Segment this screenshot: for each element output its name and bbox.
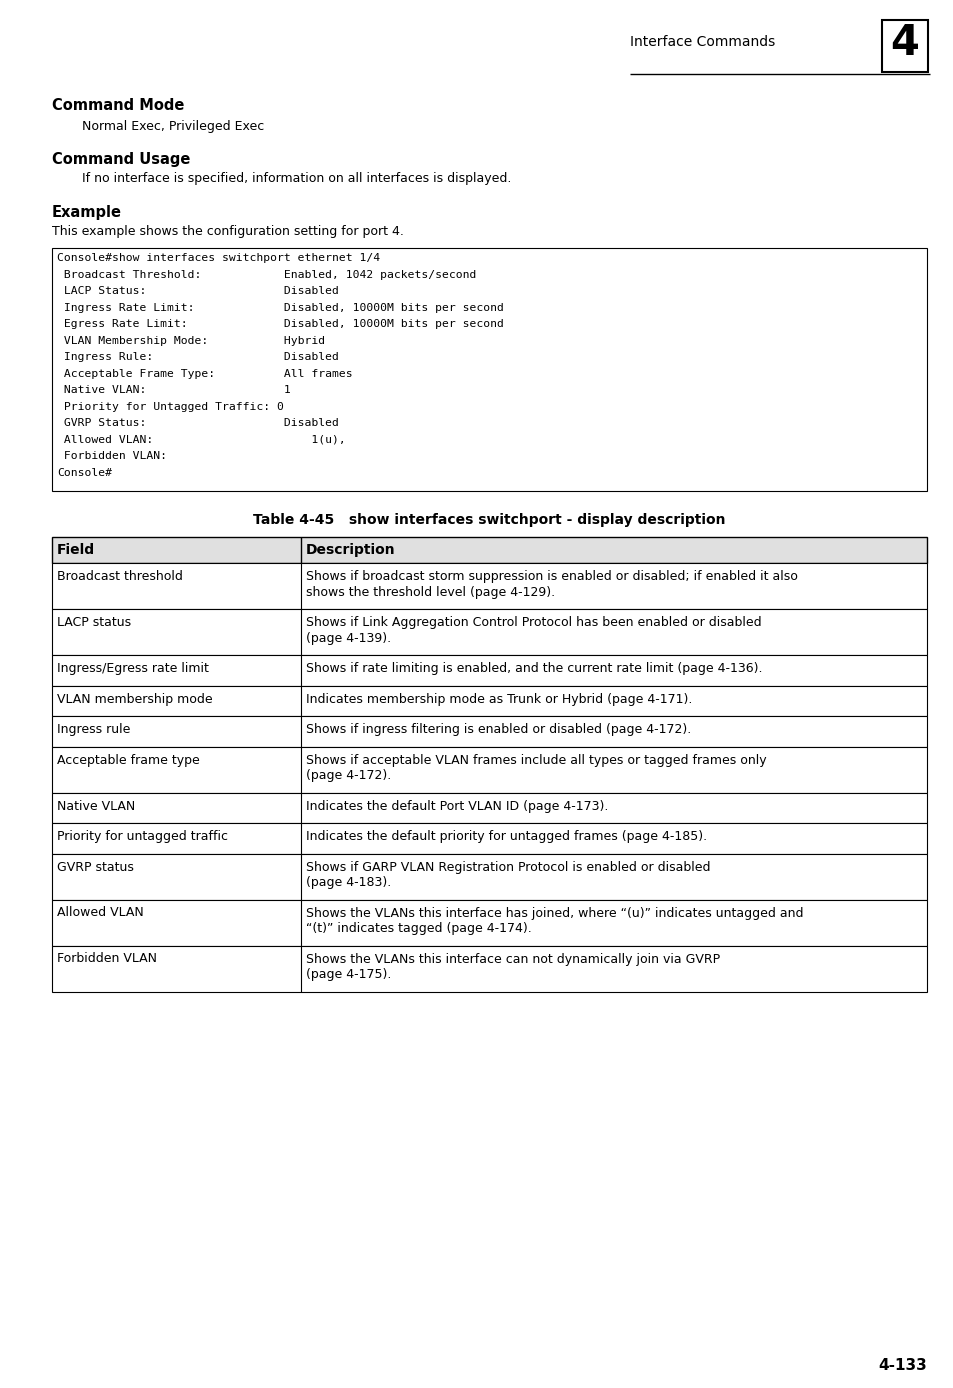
Bar (52, 564, 926, 609)
Bar (52, 899, 926, 945)
Text: LACP Status:                    Disabled: LACP Status: Disabled (57, 286, 338, 296)
Text: Ingress/Egress rate limit: Ingress/Egress rate limit (57, 662, 209, 675)
Text: shows the threshold level (page 4-129).: shows the threshold level (page 4-129). (306, 586, 555, 598)
Text: VLAN Membership Mode:           Hybrid: VLAN Membership Mode: Hybrid (57, 336, 325, 346)
Text: Indicates the default Port VLAN ID (page 4-173).: Indicates the default Port VLAN ID (page… (306, 799, 608, 812)
Text: Indicates membership mode as Trunk or Hybrid (page 4-171).: Indicates membership mode as Trunk or Hy… (306, 693, 692, 705)
Text: Console#: Console# (57, 468, 112, 477)
Text: Command Usage: Command Usage (52, 153, 191, 167)
Text: Forbidden VLAN:: Forbidden VLAN: (57, 451, 167, 461)
Text: Shows if broadcast storm suppression is enabled or disabled; if enabled it also: Shows if broadcast storm suppression is … (306, 570, 797, 583)
Text: This example shows the configuration setting for port 4.: This example shows the configuration set… (52, 225, 403, 237)
Text: GVRP status: GVRP status (57, 861, 133, 873)
Text: Description: Description (306, 543, 395, 557)
Text: Indicates the default priority for untagged frames (page 4-185).: Indicates the default priority for untag… (306, 830, 706, 843)
Text: Command Mode: Command Mode (52, 99, 184, 112)
Text: Ingress rule: Ingress rule (57, 723, 131, 736)
Text: Priority for untagged traffic: Priority for untagged traffic (57, 830, 228, 843)
Text: Example: Example (52, 205, 122, 221)
Text: Egress Rate Limit:              Disabled, 10000M bits per second: Egress Rate Limit: Disabled, 10000M bits… (57, 319, 503, 329)
Bar (52, 686, 926, 716)
Text: Shows if rate limiting is enabled, and the current rate limit (page 4-136).: Shows if rate limiting is enabled, and t… (306, 662, 761, 675)
Bar (52, 655, 926, 686)
Text: Allowed VLAN: Allowed VLAN (57, 906, 144, 919)
Text: Ingress Rate Limit:             Disabled, 10000M bits per second: Ingress Rate Limit: Disabled, 10000M bit… (57, 303, 503, 312)
Text: Broadcast threshold: Broadcast threshold (57, 570, 183, 583)
Text: (page 4-139).: (page 4-139). (306, 632, 391, 644)
Text: Field: Field (57, 543, 95, 557)
Text: Native VLAN: Native VLAN (57, 799, 135, 812)
Text: Shows the VLANs this interface has joined, where “(u)” indicates untagged and: Shows the VLANs this interface has joine… (306, 906, 802, 919)
Text: (page 4-175).: (page 4-175). (306, 967, 391, 981)
Bar (52, 537, 926, 564)
Text: “(t)” indicates tagged (page 4-174).: “(t)” indicates tagged (page 4-174). (306, 922, 531, 936)
Bar (882, 19, 927, 72)
Text: Table 4-45   show interfaces switchport - display description: Table 4-45 show interfaces switchport - … (253, 514, 725, 527)
Text: LACP status: LACP status (57, 616, 131, 629)
Text: Shows if ingress filtering is enabled or disabled (page 4-172).: Shows if ingress filtering is enabled or… (306, 723, 691, 736)
Bar (52, 793, 926, 823)
Text: Forbidden VLAN: Forbidden VLAN (57, 952, 157, 966)
Text: (page 4-183).: (page 4-183). (306, 876, 391, 888)
Text: Broadcast Threshold:            Enabled, 1042 packets/second: Broadcast Threshold: Enabled, 1042 packe… (57, 269, 476, 279)
Text: VLAN membership mode: VLAN membership mode (57, 693, 213, 705)
Text: (page 4-172).: (page 4-172). (306, 769, 391, 781)
Text: GVRP Status:                    Disabled: GVRP Status: Disabled (57, 418, 338, 428)
Bar (52, 854, 926, 899)
Text: Priority for Untagged Traffic: 0: Priority for Untagged Traffic: 0 (57, 401, 284, 411)
Bar (52, 823, 926, 854)
Bar (52, 945, 926, 991)
Text: Acceptable frame type: Acceptable frame type (57, 754, 199, 766)
Text: Shows if GARP VLAN Registration Protocol is enabled or disabled: Shows if GARP VLAN Registration Protocol… (306, 861, 710, 873)
Text: Acceptable Frame Type:          All frames: Acceptable Frame Type: All frames (57, 368, 353, 379)
Bar (52, 609, 926, 655)
Text: 4: 4 (890, 22, 919, 64)
Text: If no interface is specified, information on all interfaces is displayed.: If no interface is specified, informatio… (82, 172, 511, 185)
Text: Shows if Link Aggregation Control Protocol has been enabled or disabled: Shows if Link Aggregation Control Protoc… (306, 616, 760, 629)
Text: Shows if acceptable VLAN frames include all types or tagged frames only: Shows if acceptable VLAN frames include … (306, 754, 766, 766)
Text: Shows the VLANs this interface can not dynamically join via GVRP: Shows the VLANs this interface can not d… (306, 952, 720, 966)
Text: Native VLAN:                    1: Native VLAN: 1 (57, 384, 291, 396)
Text: Ingress Rule:                   Disabled: Ingress Rule: Disabled (57, 353, 338, 362)
Bar (52, 716, 926, 747)
Text: Interface Commands: Interface Commands (629, 35, 775, 49)
Text: Console#show interfaces switchport ethernet 1/4: Console#show interfaces switchport ether… (57, 253, 379, 262)
Bar (52, 248, 926, 491)
Text: 4-133: 4-133 (878, 1357, 926, 1373)
Bar (52, 747, 926, 793)
Text: Allowed VLAN:                       1(u),: Allowed VLAN: 1(u), (57, 434, 345, 444)
Text: Normal Exec, Privileged Exec: Normal Exec, Privileged Exec (82, 119, 264, 133)
